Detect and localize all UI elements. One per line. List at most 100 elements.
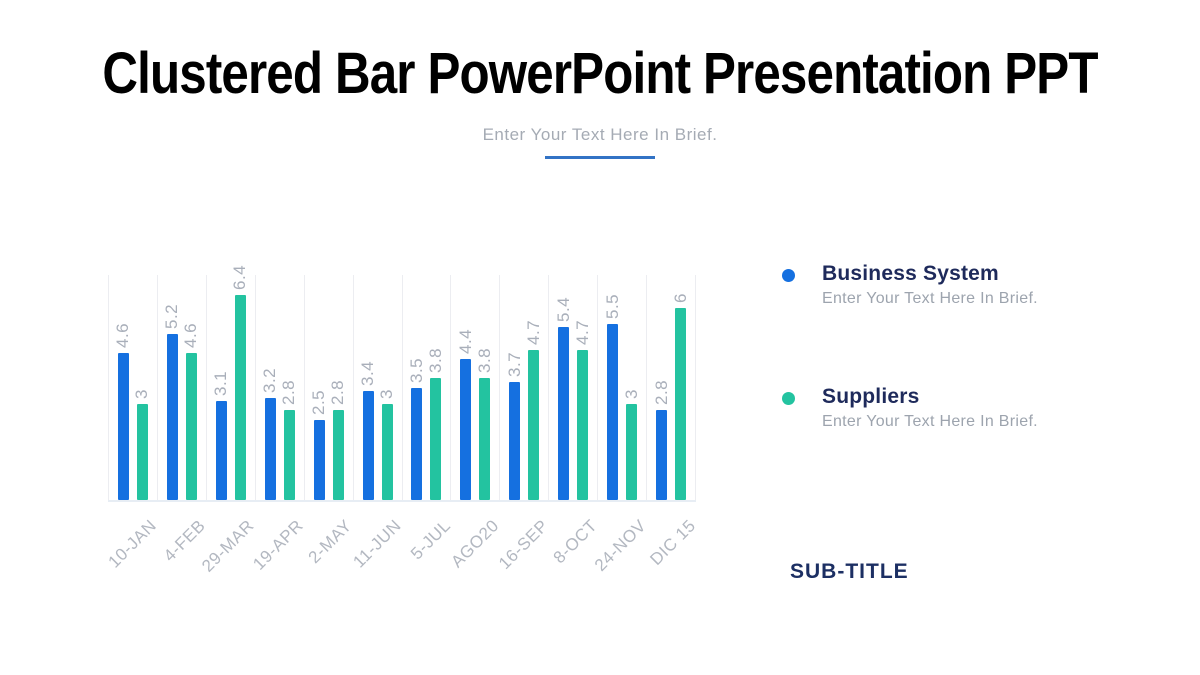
legend-name: Business System [822, 262, 999, 285]
x-axis-tick-label: 24-NOV [590, 516, 650, 575]
bar-suppliers: 4.6 [181, 323, 200, 500]
x-axis-label-cell: 19-APR [249, 502, 307, 612]
bar-value-label: 2.5 [309, 389, 329, 415]
bar-suppliers: 3.8 [475, 348, 494, 500]
chart-category-column: 5.4 4.7 [548, 275, 597, 500]
bar-value-label: 5.4 [553, 297, 573, 323]
x-axis-label-cell: 16-SEP [495, 502, 552, 612]
chart-category-column: 3.5 3.8 [401, 275, 451, 500]
bar-value-label: 3 [377, 389, 397, 399]
x-axis-label-cell: 29-MAR [198, 502, 258, 612]
bar-value-label: 3.7 [504, 351, 524, 377]
bar-pair: 4.6 3 [113, 275, 151, 500]
subtitle-underline-decoration [545, 156, 655, 159]
bar-suppliers: 2.8 [328, 380, 347, 500]
bar-business-system: 4.6 [113, 323, 132, 500]
bar-value-label: 6.4 [230, 265, 250, 291]
bar-business-system: 5.2 [162, 303, 181, 500]
bar-suppliers: 3 [132, 389, 151, 500]
legend-item-business-system: Business System Enter Your Text Here In … [780, 262, 1140, 308]
chart-x-axis-labels: 10-JAN 4-FEB 29-MAR 19-APR 2-MAY 11-JUN 5-JUL A… [104, 502, 699, 612]
x-axis-label-cell: 2-MAY [304, 502, 356, 612]
x-axis-label-cell: 8-OCT [549, 502, 601, 612]
bar-business-system: 4.4 [456, 329, 475, 500]
bar-value-label: 3 [132, 389, 152, 399]
bar-value-label: 3.8 [474, 348, 494, 374]
bar-pair: 2.8 6 [652, 275, 690, 500]
legend-dot-suppliers [782, 392, 795, 405]
bar-value-label: 4.7 [523, 319, 543, 345]
x-axis-label-cell: AGO20 [448, 502, 503, 612]
bar-pair: 3.2 2.8 [260, 275, 298, 500]
chart-category-column: 3.1 6.4 [205, 265, 255, 500]
chart-category-column: 2.5 2.8 [303, 275, 353, 500]
bar-business-system: 3.1 [211, 371, 230, 500]
bar-pair: 2.5 2.8 [309, 275, 347, 500]
x-axis-label-cell: 4-FEB [157, 502, 209, 612]
chart-category-column: 5.2 4.6 [156, 275, 206, 500]
legend-item-suppliers: Suppliers Enter Your Text Here In Brief. [780, 385, 1140, 431]
bar-value-label: 3.2 [260, 367, 280, 393]
clustered-bar-chart-plot-area: 4.6 3 5.2 4.6 3.1 6.4 3.2 2.8 2.5 2.8 3.4 3 3.5 3.8 4.… [108, 265, 697, 502]
chart-category-column: 4.6 3 [108, 275, 157, 500]
x-axis-tick-label: AGO20 [447, 516, 503, 572]
bar-pair: 3.5 3.8 [407, 275, 445, 500]
x-axis-tick-label: 11-JUN [349, 516, 405, 572]
bar-suppliers: 6.4 [230, 265, 249, 500]
x-axis-tick-label: 29-MAR [198, 516, 258, 576]
bar-pair: 4.4 3.8 [456, 275, 494, 500]
bar-suppliers: 4.7 [573, 319, 592, 500]
bar-value-label: 3.1 [211, 370, 231, 396]
sub-title-label: SUB-TITLE [790, 560, 909, 583]
bar-value-label: 3 [621, 389, 641, 399]
x-axis-tick-label: DIC 15 [645, 516, 699, 569]
bar-pair: 3.7 4.7 [505, 275, 543, 500]
x-axis-label-cell: 24-NOV [591, 502, 650, 612]
bar-suppliers: 4.7 [524, 319, 543, 500]
bar-suppliers: 3 [377, 389, 396, 500]
bar-suppliers: 6 [671, 293, 690, 500]
bar-value-label: 6 [670, 293, 690, 303]
x-axis-tick-label: 19-APR [249, 516, 307, 574]
bar-suppliers: 3.8 [426, 348, 445, 500]
chart-category-column: 3.7 4.7 [499, 275, 548, 500]
bar-value-label: 3.8 [425, 348, 445, 374]
bar-value-label: 4.6 [181, 322, 201, 348]
legend-name: Suppliers [822, 385, 920, 408]
bar-value-label: 4.4 [455, 329, 475, 355]
bar-business-system: 5.4 [554, 297, 573, 500]
legend-description: Enter Your Text Here In Brief. [822, 413, 1038, 430]
bar-value-label: 2.8 [328, 380, 348, 406]
bar-business-system: 2.8 [652, 380, 671, 500]
bar-business-system: 3.4 [358, 361, 377, 500]
bar-value-label: 4.7 [572, 319, 592, 345]
bar-suppliers: 3 [622, 389, 641, 500]
bar-business-system: 3.7 [505, 351, 524, 500]
x-axis-label-cell: DIC 15 [646, 502, 699, 612]
bar-value-label: 3.5 [406, 357, 426, 383]
bar-business-system: 3.2 [260, 367, 279, 500]
x-axis-label-cell: 10-JAN [104, 502, 160, 612]
chart-category-column: 5.5 3 [597, 275, 646, 500]
bar-value-label: 4.6 [113, 322, 133, 348]
bar-value-label: 2.8 [651, 380, 671, 406]
bar-pair: 5.2 4.6 [162, 275, 200, 500]
bar-business-system: 3.5 [407, 358, 426, 500]
bar-value-label: 2.8 [279, 380, 299, 406]
x-axis-tick-label: 2-MAY [304, 516, 356, 568]
x-axis-label-cell: 11-JUN [350, 502, 405, 612]
bar-pair: 5.5 3 [602, 275, 641, 500]
x-axis-label-cell: 5-JUL [402, 502, 454, 612]
bar-pair: 3.1 6.4 [211, 265, 249, 500]
chart-category-column: 3.2 2.8 [254, 275, 304, 500]
bar-value-label: 5.2 [162, 303, 182, 329]
bar-value-label: 5.5 [602, 293, 622, 319]
bar-suppliers: 2.8 [279, 380, 298, 500]
chart-category-column: 2.8 6 [646, 275, 697, 500]
chart-category-column: 4.4 3.8 [450, 275, 499, 500]
legend-dot-business-system [782, 269, 795, 282]
slide-title: Clustered Bar PowerPoint Presentation PP… [102, 41, 1098, 106]
bar-pair: 5.4 4.7 [554, 275, 592, 500]
x-axis-tick-label: 10-JAN [104, 516, 160, 572]
